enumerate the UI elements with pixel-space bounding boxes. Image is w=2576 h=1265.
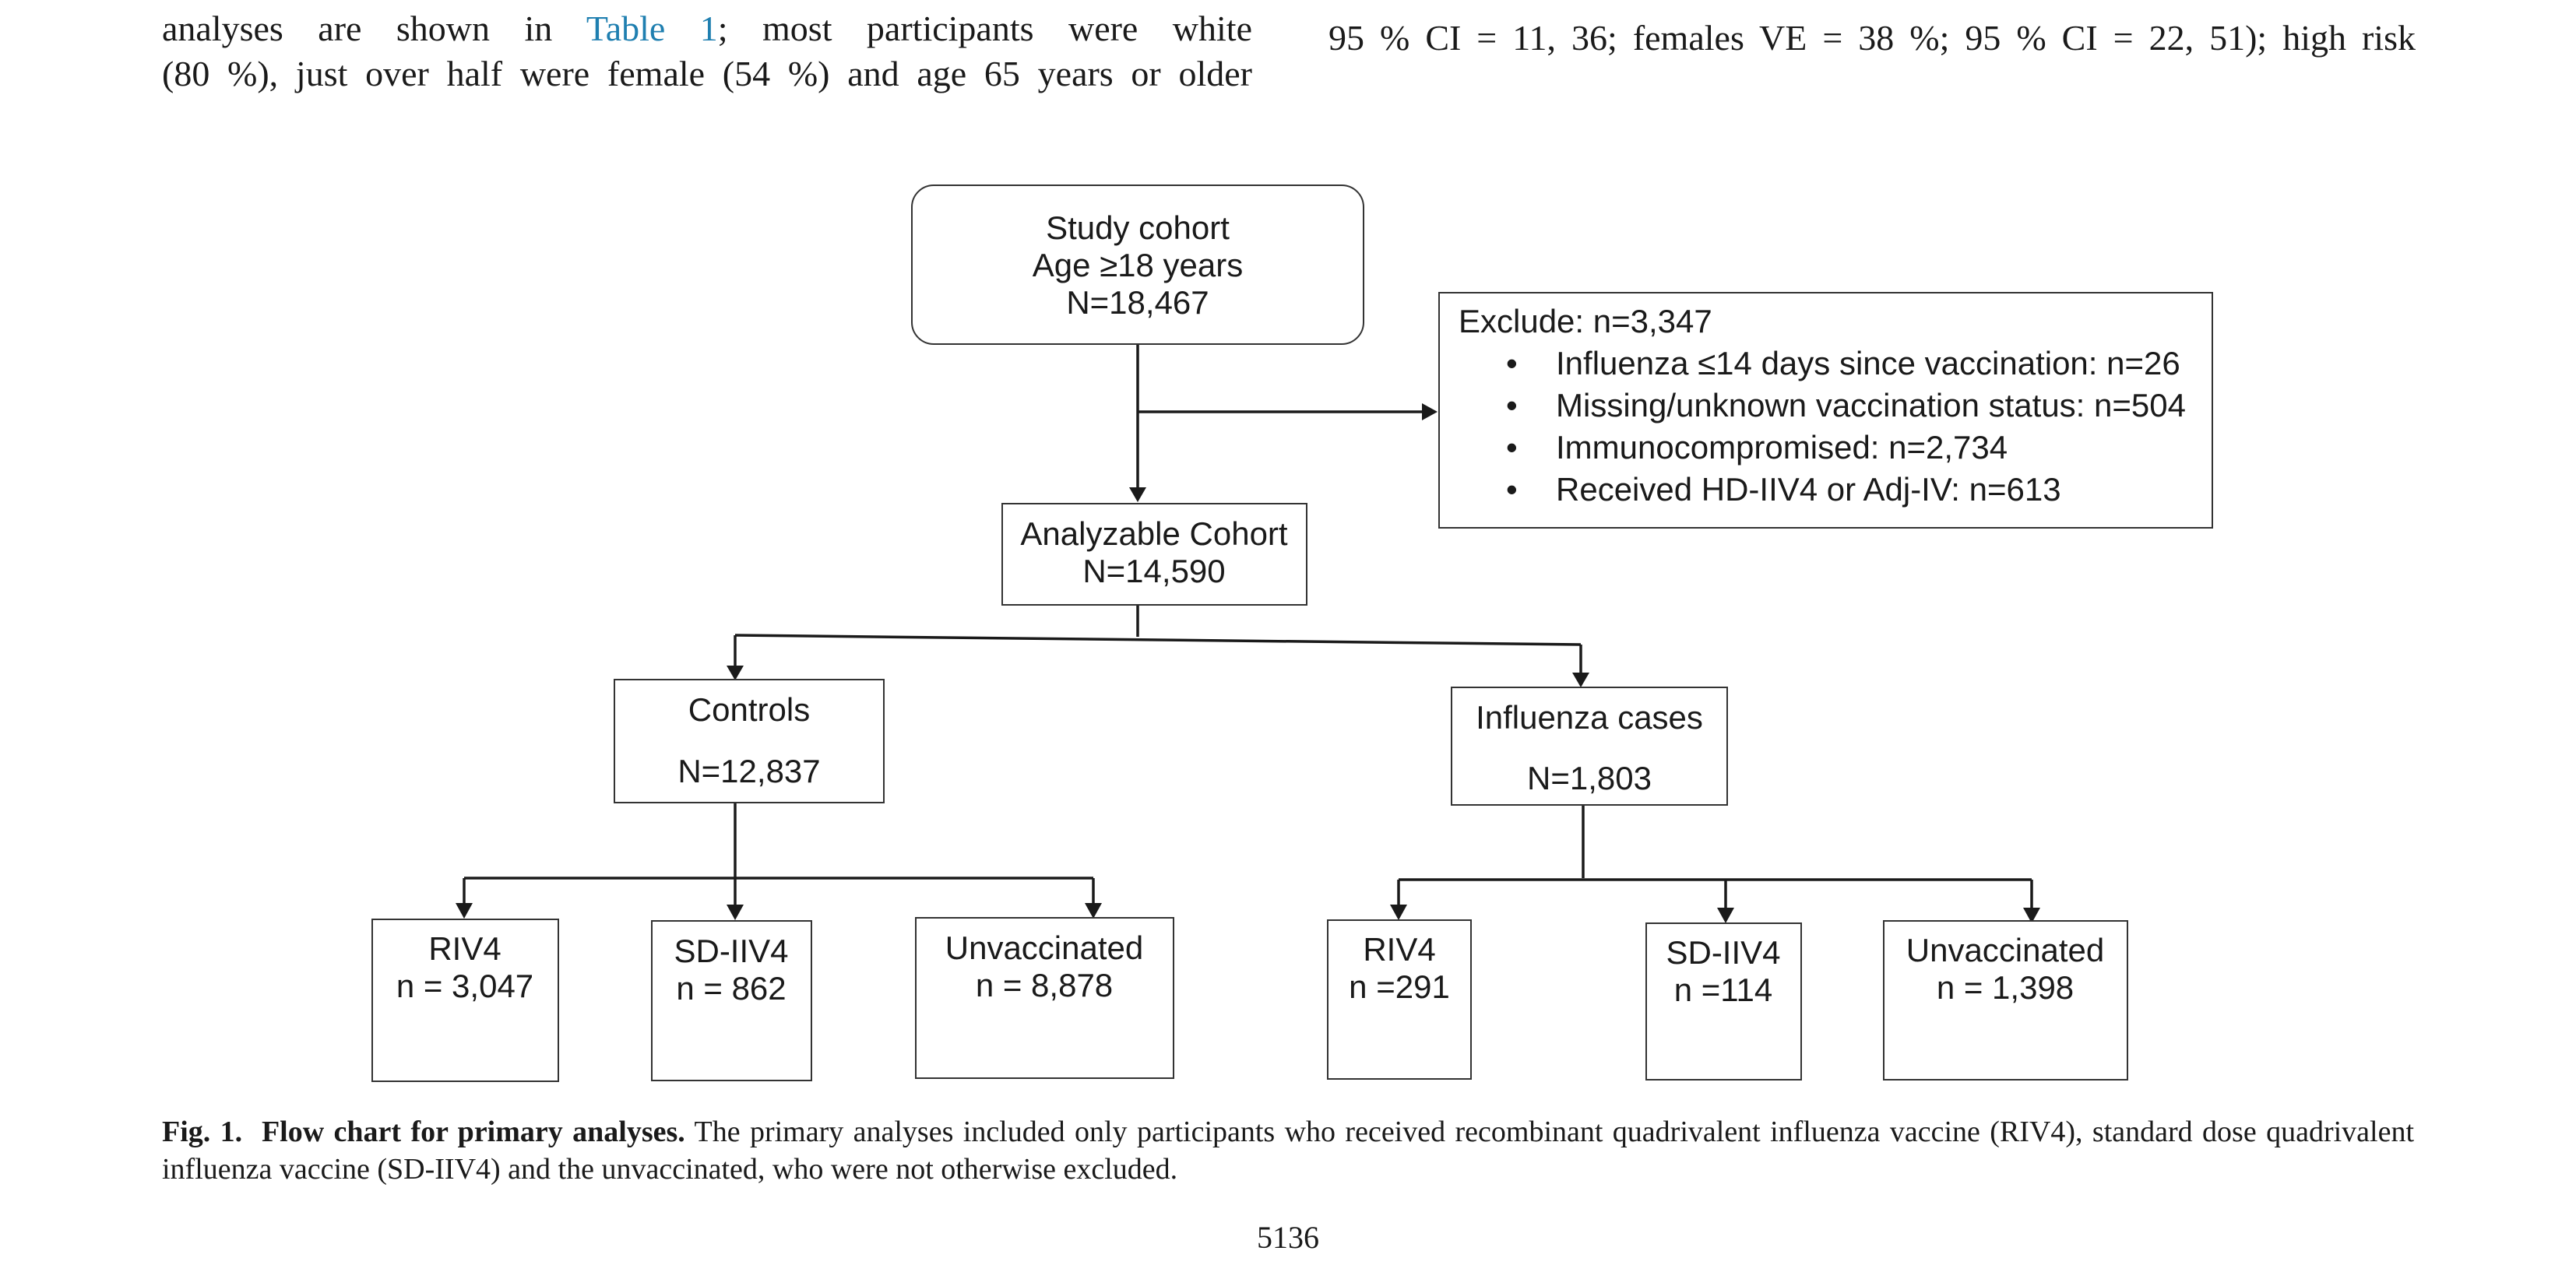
arrow-head bbox=[456, 903, 473, 919]
box-outline bbox=[1001, 503, 1307, 606]
box-outline bbox=[1883, 920, 2128, 1081]
box-label: Analyzable Cohort bbox=[1020, 515, 1288, 552]
body-text-line: 95 % CI = 11, 36; females VE = 38 %; 95 … bbox=[1328, 18, 2416, 58]
controls-sd-iiv4-box: SD-IIV4 n = 862 bbox=[651, 920, 812, 1081]
box-label: SD-IIV4 bbox=[1666, 934, 1780, 971]
arrow-head bbox=[1129, 487, 1146, 502]
study-cohort-box: Study cohort Age ≥18 years N=18,467 bbox=[911, 184, 1364, 345]
arrow-head bbox=[1085, 903, 1102, 919]
body-text-right-column: 95 % CI = 11, 36; females VE = 38 %; 95 … bbox=[1328, 16, 2416, 61]
bullet-icon: • bbox=[1506, 345, 1518, 381]
box-label: n = 8,878 bbox=[976, 967, 1113, 1003]
exclude-item: Received HD-IIV4 or Adj-IV: n=613 bbox=[1556, 471, 2061, 508]
box-outline bbox=[651, 920, 812, 1081]
caption-text: The primary analyses included only parti… bbox=[162, 1116, 2415, 1186]
box-label: Study cohort bbox=[1046, 209, 1230, 246]
arrow-head bbox=[727, 666, 744, 680]
body-text-fragment: analyses are shown in bbox=[162, 9, 586, 48]
box-label: RIV4 bbox=[1363, 931, 1435, 968]
box-label: n =291 bbox=[1349, 968, 1450, 1005]
exclude-item: Influenza ≤14 days since vaccination: n=… bbox=[1556, 345, 2180, 381]
arrow-head bbox=[727, 905, 744, 920]
page-number: 5136 bbox=[1257, 1220, 1319, 1255]
arrow-head bbox=[1390, 905, 1407, 920]
exclude-item: Immunocompromised: n=2,734 bbox=[1556, 429, 2008, 466]
cases-sd-iiv4-box: SD-IIV4 n =114 bbox=[1645, 922, 1802, 1081]
bullet-icon: • bbox=[1506, 429, 1518, 466]
exclude-box: Exclude: n=3,347 • Influenza ≤14 days si… bbox=[1438, 292, 2213, 529]
box-outline bbox=[1327, 919, 1472, 1080]
controls-unvaccinated-box: Unvaccinated n = 8,878 bbox=[915, 917, 1174, 1079]
influenza-cases-box: Influenza cases N=1,803 bbox=[1451, 687, 1728, 806]
box-label: Age ≥18 years bbox=[1033, 247, 1244, 283]
box-label: n = 3,047 bbox=[396, 968, 533, 1004]
arrow-head bbox=[1422, 403, 1438, 420]
table-1-link[interactable]: Table 1 bbox=[586, 9, 718, 48]
body-text-fragment: ; most participants were white bbox=[717, 9, 1252, 48]
cases-riv4-box: RIV4 n =291 bbox=[1327, 919, 1472, 1080]
bullet-icon: • bbox=[1506, 471, 1518, 508]
box-outline bbox=[1438, 292, 2213, 529]
connector-line bbox=[734, 634, 1582, 646]
exclude-item: Missing/unknown vaccination status: n=50… bbox=[1556, 387, 2186, 423]
figure-caption: Fig. 1. Flow chart for primary analyses.… bbox=[162, 1113, 2414, 1188]
cases-unvaccinated-box: Unvaccinated n = 1,398 bbox=[1883, 920, 2128, 1081]
bullet-icon: • bbox=[1506, 387, 1518, 423]
analyzable-cohort-box: Analyzable Cohort N=14,590 bbox=[1001, 503, 1307, 606]
box-outline bbox=[1451, 687, 1728, 806]
box-label: N=14,590 bbox=[1082, 553, 1225, 589]
controls-box: Controls N=12,837 bbox=[614, 679, 885, 803]
box-label: Unvaccinated bbox=[1906, 932, 2104, 968]
box-label: N=12,837 bbox=[677, 753, 820, 789]
arrow-head bbox=[2023, 908, 2040, 923]
arrow-head bbox=[1572, 673, 1589, 687]
caption-title: Flow chart for primary analyses. bbox=[261, 1116, 685, 1148]
box-label: n =114 bbox=[1674, 972, 1773, 1008]
box-label: N=18,467 bbox=[1066, 284, 1209, 321]
box-label: SD-IIV4 bbox=[674, 933, 788, 969]
box-outline bbox=[915, 917, 1174, 1079]
box-label: RIV4 bbox=[428, 930, 501, 967]
connectors bbox=[456, 344, 2040, 923]
caption-label: Fig. 1. bbox=[162, 1116, 243, 1148]
box-outline bbox=[911, 184, 1364, 345]
body-text-line: analyses are shown in Table 1; most part… bbox=[162, 6, 1252, 51]
controls-riv4-box: RIV4 n = 3,047 bbox=[371, 919, 559, 1082]
box-label: Controls bbox=[688, 691, 810, 728]
box-outline bbox=[371, 919, 559, 1082]
box-outline bbox=[614, 679, 885, 803]
arrow-head bbox=[1717, 908, 1734, 923]
body-text-left-column: analyses are shown in Table 1; most part… bbox=[162, 6, 1252, 97]
box-label: N=1,803 bbox=[1527, 760, 1652, 796]
body-text-line: (80 %), just over half were female (54 %… bbox=[162, 54, 1252, 93]
exclude-title: Exclude: n=3,347 bbox=[1459, 303, 1712, 339]
box-label: n = 1,398 bbox=[1937, 969, 2074, 1006]
box-label: Influenza cases bbox=[1476, 699, 1703, 736]
box-label: Unvaccinated bbox=[945, 929, 1143, 966]
box-outline bbox=[1645, 922, 1802, 1081]
box-label: n = 862 bbox=[676, 970, 786, 1007]
